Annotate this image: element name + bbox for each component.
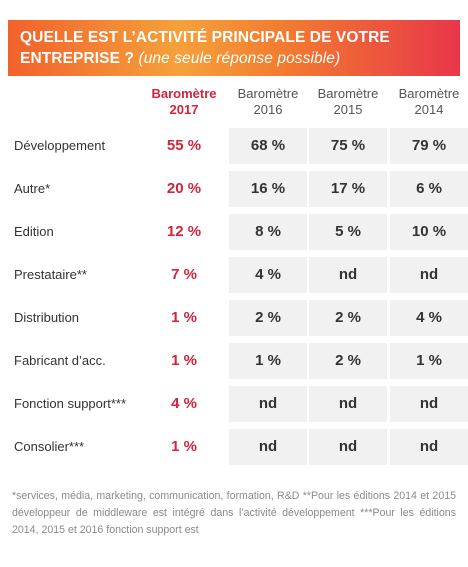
value-2014: 4 % <box>390 300 468 336</box>
column-header-2016: Baromètre 2016 <box>229 86 307 126</box>
value-2016: 2 % <box>229 300 307 336</box>
column-header-label: Baromètre <box>237 86 299 101</box>
row-label: Fabricant d’acc. <box>14 353 106 368</box>
table-row: Fabricant d’acc. 1 % 1 % 2 % 1 % <box>8 343 468 386</box>
value-2017: 7 % <box>145 257 223 293</box>
value-2017: 20 % <box>145 171 223 207</box>
table-row: Prestataire** 7 % 4 % nd nd <box>8 257 468 300</box>
value-2015: nd <box>309 386 387 422</box>
value-2017: 1 % <box>145 429 223 465</box>
value-2014: 1 % <box>390 343 468 379</box>
value-2014: nd <box>390 429 468 465</box>
title-banner: QUELLE EST L’ACTIVITÉ PRINCIPALE DE VOTR… <box>8 20 460 76</box>
row-label: Consolier*** <box>14 439 85 454</box>
value-2016: 8 % <box>229 214 307 250</box>
column-header-year: 2015 <box>333 102 363 117</box>
row-label: Fonction support*** <box>14 396 127 411</box>
footnote: *services, média, marketing, communicati… <box>12 490 456 536</box>
value-2017: 4 % <box>145 386 223 422</box>
title-subtitle: (une seule réponse possible) <box>138 50 341 67</box>
value-2016: nd <box>229 429 307 465</box>
table-row: Fonction support*** 4 % nd nd nd <box>8 386 468 429</box>
value-2014: nd <box>390 386 468 422</box>
value-2014: nd <box>390 257 468 293</box>
column-header-label: Baromètre <box>398 86 460 101</box>
value-2017: 1 % <box>145 343 223 379</box>
value-2014: 10 % <box>390 214 468 250</box>
column-header-label: Baromètre <box>151 86 217 101</box>
column-header-label: Baromètre <box>317 86 379 101</box>
value-2017: 55 % <box>145 128 223 164</box>
value-2014: 79 % <box>390 128 468 164</box>
column-header-year: 2014 <box>414 102 444 117</box>
value-2015: 5 % <box>309 214 387 250</box>
value-2015: nd <box>309 257 387 293</box>
table-row: Autre* 20 % 16 % 17 % 6 % <box>8 171 468 214</box>
value-2015: nd <box>309 429 387 465</box>
table-row: Consolier*** 1 % nd nd nd <box>8 429 468 472</box>
value-2016: nd <box>229 386 307 422</box>
table-row: Distribution 1 % 2 % 2 % 4 % <box>8 300 468 343</box>
column-header-year: 2016 <box>253 102 283 117</box>
row-label: Edition <box>14 224 54 239</box>
column-header-2017: Baromètre 2017 <box>145 86 223 126</box>
value-2016: 68 % <box>229 128 307 164</box>
value-2017: 12 % <box>145 214 223 250</box>
column-header-year: 2017 <box>169 102 199 117</box>
row-label: Distribution <box>14 310 80 325</box>
row-label: Autre* <box>14 181 51 196</box>
title-line-1: QUELLE EST L’ACTIVITÉ PRINCIPALE DE VOTR… <box>20 29 390 46</box>
value-2016: 1 % <box>229 343 307 379</box>
title-line-2: ENTREPRISE ? (une seule réponse possible… <box>20 48 448 69</box>
value-2017: 1 % <box>145 300 223 336</box>
row-label: Développement <box>14 138 106 153</box>
value-2015: 2 % <box>309 300 387 336</box>
value-2016: 4 % <box>229 257 307 293</box>
table-row: Edition 12 % 8 % 5 % 10 % <box>8 214 468 257</box>
value-2015: 2 % <box>309 343 387 379</box>
row-label: Prestataire** <box>14 267 87 282</box>
column-header-2015: Baromètre 2015 <box>309 86 387 126</box>
value-2016: 16 % <box>229 171 307 207</box>
value-2015: 75 % <box>309 128 387 164</box>
table-row: Développement 55 % 68 % 75 % 79 % <box>8 128 468 171</box>
value-2014: 6 % <box>390 171 468 207</box>
title-question: ENTREPRISE ? <box>20 50 135 67</box>
column-header-2014: Baromètre 2014 <box>390 86 468 126</box>
value-2015: 17 % <box>309 171 387 207</box>
